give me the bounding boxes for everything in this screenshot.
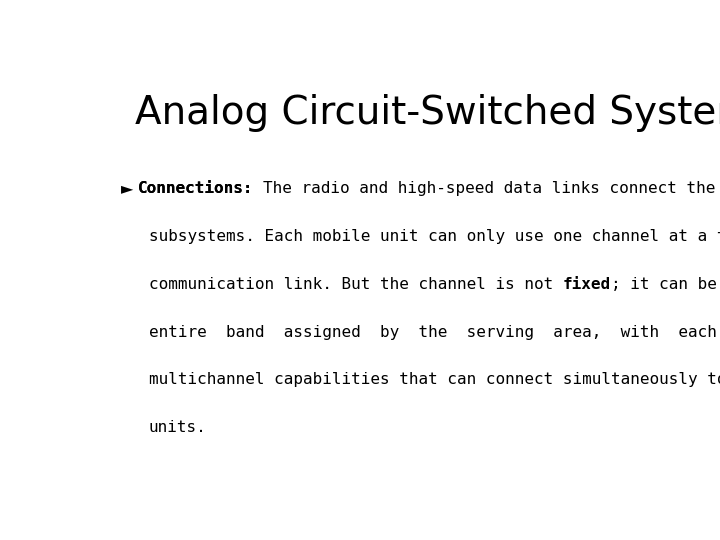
Text: communication link. But the channel is not: communication link. But the channel is n… [148, 277, 562, 292]
Text: subsystems. Each mobile unit can only use one channel at a time for its: subsystems. Each mobile unit can only us… [148, 229, 720, 244]
Text: entire  band  assigned  by  the  serving  area,  with  each  site  having: entire band assigned by the serving area… [148, 325, 720, 340]
Text: units.: units. [148, 420, 207, 435]
Text: The radio and high-speed data links connect the three: The radio and high-speed data links conn… [263, 181, 720, 196]
Text: Analog Circuit-Switched System: Analog Circuit-Switched System [135, 94, 720, 132]
Text: ►: ► [121, 181, 133, 196]
Text: Connections:: Connections: [138, 181, 253, 196]
Text: fixed: fixed [562, 277, 611, 292]
Text: Connections:: Connections: [138, 181, 253, 196]
Text: multichannel capabilities that can connect simultaneously to many mobile: multichannel capabilities that can conne… [148, 373, 720, 388]
Text: ; it can be any one in the: ; it can be any one in the [611, 277, 720, 292]
